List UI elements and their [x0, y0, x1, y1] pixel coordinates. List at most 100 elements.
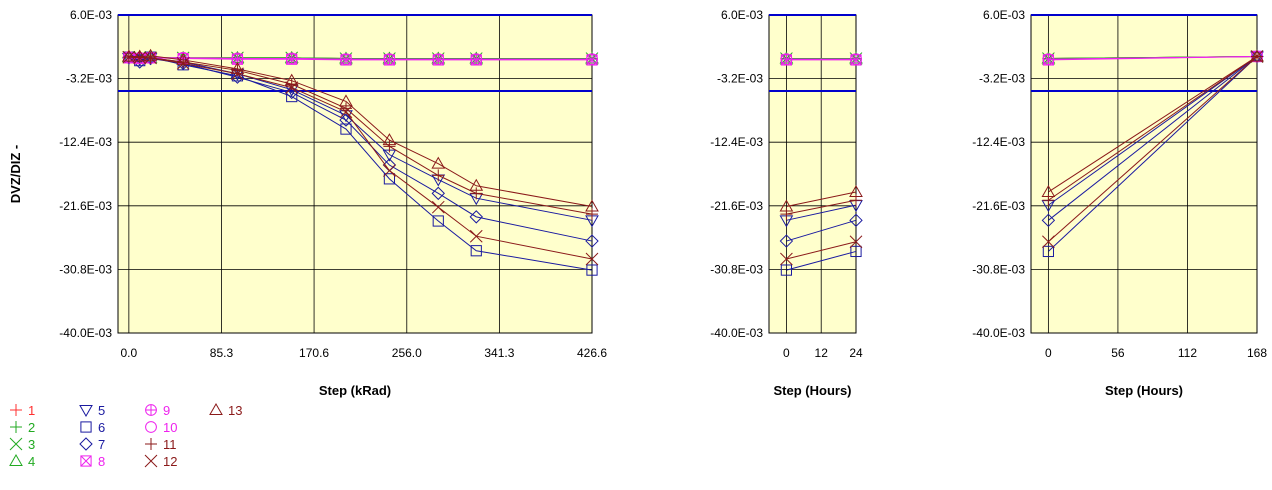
panel-2: 6.0E-03 -3.2E-03 -12.4E-03 -21.6E-03 -30.8E-… — [710, 8, 863, 398]
legend-marker — [10, 421, 22, 433]
series-11-point — [780, 208, 793, 221]
series-12 — [122, 50, 599, 266]
legend-label: 13 — [228, 403, 242, 418]
y-tick-label: -30.8E-03 — [972, 262, 1025, 276]
legend-label: 3 — [28, 437, 35, 452]
series-6-point — [286, 90, 298, 103]
series-12-point — [1042, 235, 1055, 249]
series-7-point — [133, 55, 147, 69]
series-12-point — [133, 51, 147, 65]
series-13-point — [143, 48, 158, 61]
x-axis-label: Step (Hours) — [1105, 383, 1183, 398]
series-10-point — [586, 53, 598, 66]
x-tick-label: 24 — [849, 346, 863, 360]
x-tick-label: 168 — [1247, 346, 1267, 360]
y-tick-label: -30.8E-03 — [59, 262, 112, 276]
series-12-point — [339, 105, 353, 119]
series-7-point — [585, 234, 599, 248]
series-6-point — [780, 264, 792, 276]
series-13-point — [779, 199, 794, 212]
series-11-line — [1048, 56, 1258, 201]
series-5-line — [786, 204, 857, 221]
grid — [1031, 14, 1258, 334]
legend-label: 7 — [98, 437, 105, 452]
y-tick-label: 6.0E-03 — [721, 8, 763, 22]
x-tick-label: 12 — [815, 346, 829, 360]
y-tick-label: -21.6E-03 — [710, 199, 763, 213]
legend-item-1: 1 — [10, 403, 35, 418]
legend-label: 4 — [28, 454, 35, 469]
legend-label: 1 — [28, 403, 35, 418]
x-tick-label: 0 — [1045, 346, 1052, 360]
legend-label: 2 — [28, 420, 35, 435]
legend-item-5: 5 — [79, 403, 105, 418]
series-13-point — [132, 49, 147, 62]
panel-1: 6.0E-03 -3.2E-03 -12.4E-03 -21.6E-03 -30.8E-… — [59, 8, 607, 398]
x-tick-label: 170.6 — [299, 346, 329, 360]
legend-label: 10 — [163, 420, 177, 435]
x-tick-label: 256.0 — [392, 346, 422, 360]
x-tick-label: 56 — [1111, 346, 1125, 360]
series-13-point — [585, 199, 599, 212]
series-5-line — [1048, 56, 1258, 206]
legend-label: 11 — [163, 437, 177, 452]
y-tick-label: -12.4E-03 — [710, 135, 763, 149]
legend-marker — [145, 404, 157, 416]
series-11-point — [383, 140, 396, 153]
series-12-point — [849, 235, 863, 249]
series-10-point — [383, 53, 396, 66]
legend-item-8: 8 — [80, 454, 105, 469]
series-7-point — [1250, 49, 1264, 64]
legend-label: 8 — [98, 454, 105, 469]
series-12-point — [780, 252, 793, 266]
series-13 — [1041, 49, 1264, 197]
legend-marker — [79, 437, 93, 451]
series-13-point — [339, 94, 353, 107]
y-tick-label: -12.4E-03 — [59, 135, 112, 149]
legend-item-7: 7 — [79, 437, 105, 452]
legend-label: 9 — [163, 403, 170, 418]
series-11-line — [786, 199, 857, 215]
series-11-point — [586, 208, 598, 221]
y-tick-label: 6.0E-03 — [983, 8, 1025, 22]
series-7 — [779, 213, 863, 248]
series-12-point — [431, 200, 445, 214]
series-7-line — [128, 57, 593, 242]
y-tick-label: -40.0E-03 — [710, 326, 763, 340]
series-13-point — [849, 184, 863, 197]
series-13-line — [1048, 56, 1258, 193]
series-6-point — [340, 123, 352, 135]
y-tick-label: -3.2E-03 — [979, 72, 1025, 86]
series-7-point — [431, 186, 445, 201]
x-axis-label: Step (kRad) — [319, 383, 391, 398]
series-7-point — [779, 234, 794, 248]
series-7 — [1041, 49, 1264, 228]
series-10-point — [285, 52, 298, 65]
legend-item-10: 10 — [145, 420, 177, 435]
series-10 — [780, 53, 862, 66]
series-6-point — [432, 215, 444, 227]
series-7-point — [339, 113, 353, 127]
series-7-point — [284, 85, 299, 100]
series-13-point — [431, 156, 446, 169]
series-13-point — [469, 178, 484, 191]
y-tick-label: 6.0E-03 — [70, 8, 112, 22]
series-7-line — [786, 219, 857, 242]
legend-marker — [9, 437, 23, 451]
legend-item-6: 6 — [80, 420, 105, 435]
y-tick-label: -21.6E-03 — [59, 199, 112, 213]
series-11-point — [432, 169, 445, 182]
legend-marker — [9, 453, 23, 466]
legend-item-12: 12 — [144, 454, 177, 469]
y-tick-label: -3.2E-03 — [717, 72, 763, 86]
series-6-point — [470, 245, 482, 257]
series-10-point — [1042, 53, 1055, 66]
legend-marker — [80, 421, 92, 433]
x-tick-label: 112 — [1178, 346, 1197, 360]
series-10-point — [340, 53, 352, 66]
series-13-line — [786, 191, 857, 207]
legend-label: 6 — [98, 420, 105, 435]
legend-item-11: 11 — [145, 437, 177, 452]
legend-item-2: 2 — [10, 420, 35, 435]
series-13-point — [382, 133, 397, 146]
